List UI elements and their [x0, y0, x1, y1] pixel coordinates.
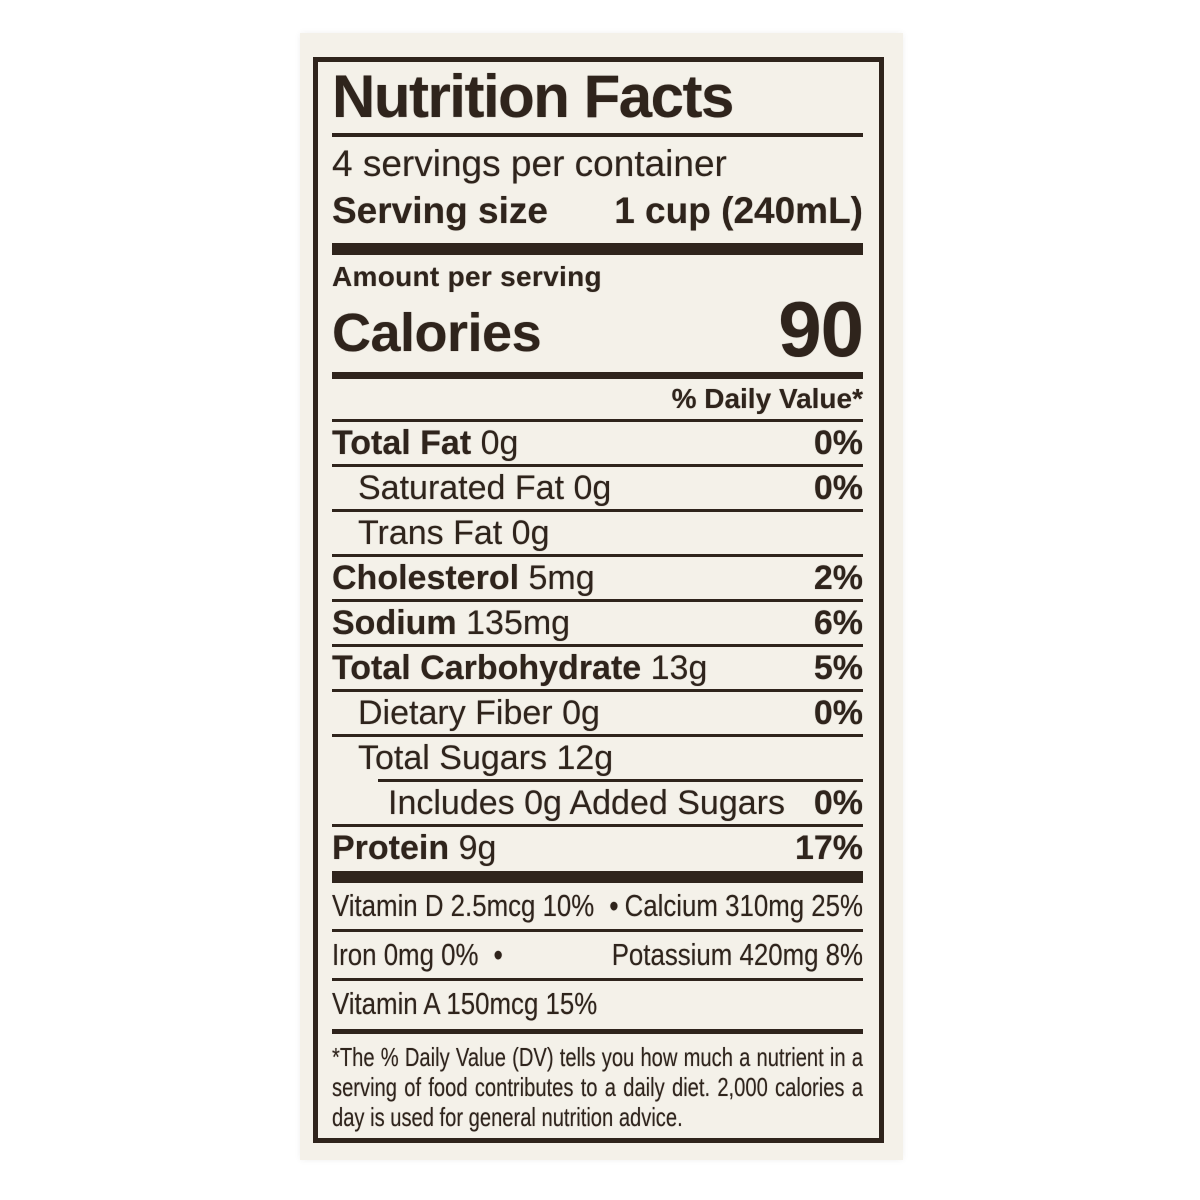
nutrient-daily-value: 6%	[813, 604, 863, 642]
bullet-icon: •	[609, 888, 619, 924]
nutrient-name: Total Fat	[332, 424, 472, 462]
bullet-icon: •	[493, 937, 503, 973]
nutrient-left: Trans Fat 0g	[358, 516, 550, 551]
nutrient-amount: 13g	[650, 649, 708, 687]
nutrient-row: Saturated Fat 0g 0%	[332, 464, 863, 509]
nutrient-daily-value: 2%	[813, 559, 863, 597]
thick-divider-bottom	[332, 871, 863, 883]
micronutrient-row: Iron 0mg 0% • Potassium 420mg 8%	[332, 929, 863, 978]
nutrient-name: Protein	[332, 829, 450, 867]
micronutrient-right: Calcium 310mg 25%	[624, 888, 863, 923]
micronutrients-table: Vitamin D 2.5mcg 10% • Calcium 310mg 25%…	[332, 883, 863, 1027]
nutrient-amount: 0g	[480, 424, 519, 462]
micronutrient-row: Vitamin D 2.5mcg 10% • Calcium 310mg 25%	[332, 883, 863, 929]
title-divider	[332, 133, 863, 137]
nutrient-amount: 12g	[556, 739, 614, 777]
calories-divider	[332, 372, 863, 379]
nutrient-row: Sodium 135mg 6%	[332, 599, 863, 644]
nutrition-facts-label: Nutrition Facts 4 servings per container…	[313, 57, 884, 1143]
label-photo-panel: Nutrition Facts 4 servings per container…	[300, 33, 903, 1160]
micronutrient-row-inner: Vitamin A 150mcg 15%	[332, 986, 863, 1022]
micronutrient-left: Iron 0mg 0%	[332, 937, 479, 972]
nutrient-name: Cholesterol	[332, 559, 520, 597]
nutrient-name: Saturated Fat	[358, 469, 565, 507]
nutrient-daily-value: 0%	[813, 424, 863, 462]
calories-value: 90	[778, 285, 864, 373]
nutrient-row: Total Carbohydrate 13g 5%	[332, 644, 863, 689]
nutrient-left: Total Sugars 12g	[358, 741, 613, 776]
nutrient-row: Trans Fat 0g	[332, 509, 863, 554]
micronutrient-row-inner: Vitamin D 2.5mcg 10% • Calcium 310mg 25%	[332, 888, 863, 924]
nutrient-daily-value: 0%	[813, 469, 863, 507]
label-title: Nutrition Facts	[332, 63, 734, 130]
nutrient-row: Includes 0g Added Sugars 0%	[332, 779, 863, 824]
micronutrient-left: Vitamin A 150mcg 15%	[332, 986, 598, 1021]
footnote: *The % Daily Value (DV) tells you how mu…	[332, 1042, 863, 1132]
nutrients-table: Total Fat 0g 0% Saturated Fat 0g 0% Tran…	[332, 422, 863, 869]
micronutrient-row: Vitamin A 150mcg 15%	[332, 978, 863, 1027]
nutrient-daily-value: 5%	[813, 649, 863, 687]
footnote-text: *The % Daily Value (DV) tells you how mu…	[332, 1042, 863, 1132]
nutrient-left: Total Fat 0g	[332, 426, 518, 461]
nutrient-left: Cholesterol 5mg	[332, 561, 595, 596]
nutrient-amount: 0g	[511, 514, 550, 552]
nutrient-left: Sodium 135mg	[332, 606, 570, 641]
nutrient-row: Total Sugars 12g	[332, 734, 863, 779]
nutrient-name: Total Carbohydrate	[332, 649, 642, 687]
serving-size-row: Serving size 1 cup (240mL)	[332, 187, 863, 235]
nutrient-amount: 135mg	[466, 604, 571, 642]
micronutrient-left: Vitamin D 2.5mcg 10%	[332, 888, 595, 923]
daily-value-header: % Daily Value*	[332, 379, 863, 422]
amount-per-serving: Amount per serving	[332, 261, 602, 292]
nutrient-left: Saturated Fat 0g	[358, 471, 611, 506]
nutrient-row: Total Fat 0g 0%	[332, 422, 863, 464]
serving-size-value: 1 cup (240mL)	[614, 190, 863, 231]
nutrient-name: Sodium	[332, 604, 457, 642]
nutrient-amount: 5mg	[528, 559, 595, 597]
nutrient-daily-value: 0%	[813, 694, 863, 732]
nutrient-row: Cholesterol 5mg 2%	[332, 554, 863, 599]
nutrient-name: Includes 0g Added Sugars	[388, 784, 785, 822]
nutrient-left: Includes 0g Added Sugars	[388, 786, 785, 821]
nutrient-left: Total Carbohydrate 13g	[332, 651, 707, 686]
nutrient-daily-value: 0%	[813, 784, 863, 822]
nutrient-name: Trans Fat	[358, 514, 503, 552]
nutrient-amount: 0g	[573, 469, 612, 507]
serving-size-label: Serving size	[332, 190, 548, 231]
nutrient-row: Dietary Fiber 0g 0%	[332, 689, 863, 734]
nutrient-daily-value: 17%	[794, 829, 863, 867]
servings-per-container: 4 servings per container	[332, 143, 727, 184]
nutrient-amount: 0g	[562, 694, 600, 732]
nutrient-name: Dietary Fiber	[358, 694, 553, 732]
footnote-divider	[332, 1029, 863, 1034]
calories-label: Calories	[332, 303, 542, 363]
micronutrient-right: Potassium 420mg 8%	[611, 937, 863, 972]
nutrient-left: Protein 9g	[332, 831, 496, 866]
calories-row: Calories 90	[332, 285, 864, 373]
nutrient-amount: 9g	[458, 829, 497, 867]
thick-divider-top	[332, 243, 863, 255]
nutrient-left: Dietary Fiber 0g	[358, 696, 600, 731]
micronutrient-row-inner: Iron 0mg 0% • Potassium 420mg 8%	[332, 937, 863, 973]
nutrient-name: Total Sugars	[358, 739, 547, 777]
nutrient-row: Protein 9g 17%	[332, 824, 863, 869]
